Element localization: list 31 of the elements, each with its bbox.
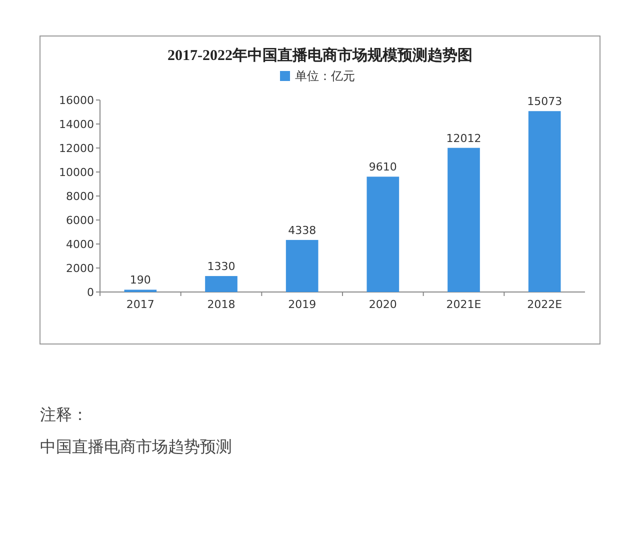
y-tick-label: 4000 <box>66 238 94 251</box>
bar <box>366 176 400 292</box>
data-label: 4338 <box>288 224 316 237</box>
x-tick-label: 2018 <box>207 298 236 311</box>
y-tick-label: 6000 <box>66 214 94 227</box>
y-tick-label: 8000 <box>66 190 94 203</box>
legend-label: 单位：亿元 <box>295 69 355 83</box>
data-label: 190 <box>130 274 151 287</box>
text: 中国直播电商市场趋势预测 <box>40 437 232 456</box>
x-tick-label: 2019 <box>288 298 316 311</box>
y-tick-label: 2000 <box>66 262 94 275</box>
y-tick-label: 10000 <box>59 166 94 179</box>
x-tick-label: 2017 <box>126 298 154 311</box>
chart-title: 2017-2022年中国直播电商市场规模预测趋势图 <box>168 46 472 64</box>
data-label: 9610 <box>368 160 397 174</box>
y-tick-label: 14000 <box>59 118 94 131</box>
data-label: 15073 <box>527 95 562 108</box>
data-label: 12012 <box>446 132 482 145</box>
legend-item: 单位：亿元 <box>280 69 355 83</box>
data-label: 1330 <box>207 260 236 274</box>
x-tick-label: 2020 <box>368 298 397 311</box>
x-tick-label: 2022E <box>527 298 562 311</box>
y-tick-label: 12000 <box>59 142 94 155</box>
x-tick-label: 2021E <box>446 298 482 311</box>
y-tick-label: 16000 <box>59 94 94 107</box>
bar <box>286 240 318 292</box>
bar <box>448 148 480 292</box>
bar <box>528 111 561 292</box>
bar <box>205 276 238 292</box>
text: 注释： <box>40 405 88 424</box>
y-tick-label: 0 <box>87 286 94 299</box>
